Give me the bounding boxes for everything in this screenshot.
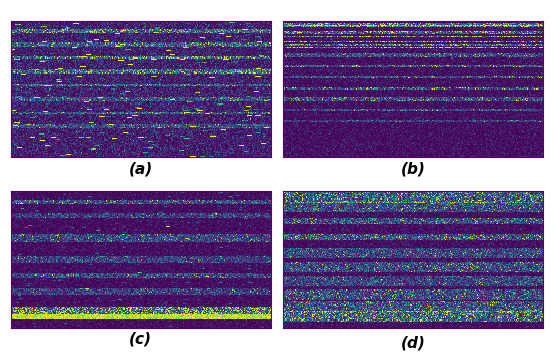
X-axis label: (a): (a) xyxy=(129,162,153,177)
X-axis label: (d): (d) xyxy=(401,336,425,351)
X-axis label: (b): (b) xyxy=(401,162,425,177)
X-axis label: (c): (c) xyxy=(129,332,152,347)
